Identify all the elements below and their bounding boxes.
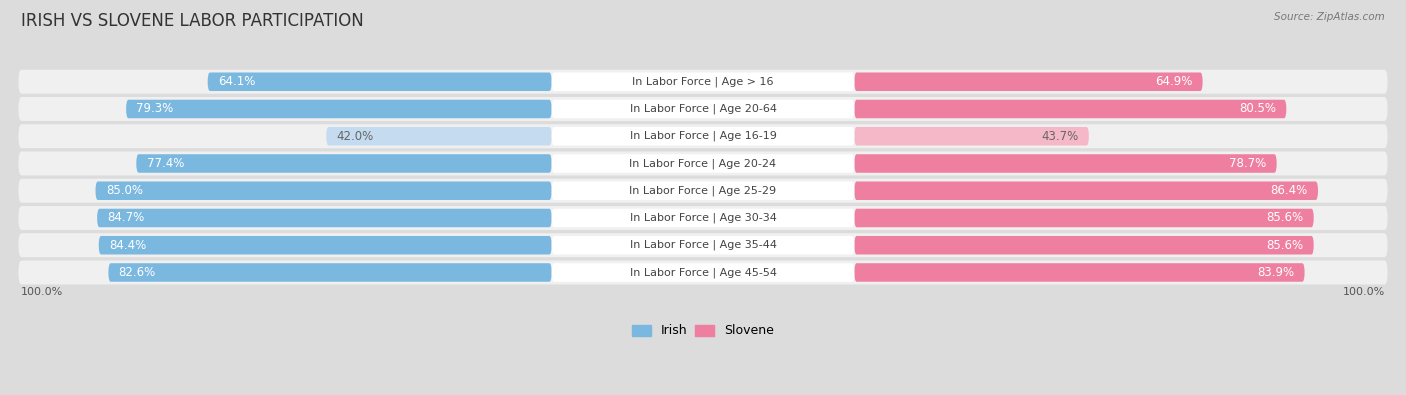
FancyBboxPatch shape [551,154,855,173]
Text: 79.3%: 79.3% [136,102,174,115]
Text: In Labor Force | Age 20-24: In Labor Force | Age 20-24 [630,158,776,169]
Text: IRISH VS SLOVENE LABOR PARTICIPATION: IRISH VS SLOVENE LABOR PARTICIPATION [21,12,364,30]
FancyBboxPatch shape [97,209,551,227]
FancyBboxPatch shape [855,236,1313,254]
FancyBboxPatch shape [18,70,1388,94]
Text: In Labor Force | Age 25-29: In Labor Force | Age 25-29 [630,186,776,196]
Text: In Labor Force | Age 30-34: In Labor Force | Age 30-34 [630,213,776,223]
Text: 42.0%: 42.0% [336,130,374,143]
Text: 64.9%: 64.9% [1154,75,1192,88]
FancyBboxPatch shape [551,73,855,91]
FancyBboxPatch shape [551,127,855,145]
FancyBboxPatch shape [18,260,1388,284]
Text: In Labor Force | Age 16-19: In Labor Force | Age 16-19 [630,131,776,141]
Text: 80.5%: 80.5% [1239,102,1277,115]
Text: 86.4%: 86.4% [1271,184,1308,197]
FancyBboxPatch shape [18,97,1388,121]
FancyBboxPatch shape [855,73,1202,91]
Text: In Labor Force | Age 35-44: In Labor Force | Age 35-44 [630,240,776,250]
Text: 43.7%: 43.7% [1042,130,1078,143]
Text: 82.6%: 82.6% [118,266,156,279]
Text: 85.6%: 85.6% [1267,239,1303,252]
FancyBboxPatch shape [551,181,855,200]
Text: 85.0%: 85.0% [105,184,143,197]
FancyBboxPatch shape [855,181,1317,200]
FancyBboxPatch shape [18,152,1388,175]
Text: 84.7%: 84.7% [107,211,145,224]
FancyBboxPatch shape [551,263,855,282]
FancyBboxPatch shape [551,236,855,254]
Text: 83.9%: 83.9% [1257,266,1295,279]
Text: 78.7%: 78.7% [1229,157,1267,170]
FancyBboxPatch shape [136,154,551,173]
FancyBboxPatch shape [18,206,1388,230]
FancyBboxPatch shape [98,236,551,254]
FancyBboxPatch shape [108,263,551,282]
Text: 100.0%: 100.0% [1343,287,1385,297]
Text: In Labor Force | Age 20-64: In Labor Force | Age 20-64 [630,104,776,114]
Text: 64.1%: 64.1% [218,75,256,88]
Text: Source: ZipAtlas.com: Source: ZipAtlas.com [1274,12,1385,22]
Text: 85.6%: 85.6% [1267,211,1303,224]
FancyBboxPatch shape [18,233,1388,257]
FancyBboxPatch shape [855,263,1305,282]
FancyBboxPatch shape [326,127,551,145]
Text: 77.4%: 77.4% [146,157,184,170]
FancyBboxPatch shape [18,179,1388,203]
FancyBboxPatch shape [551,209,855,227]
FancyBboxPatch shape [855,154,1277,173]
Text: 84.4%: 84.4% [110,239,146,252]
FancyBboxPatch shape [208,73,551,91]
FancyBboxPatch shape [855,127,1088,145]
FancyBboxPatch shape [855,100,1286,118]
FancyBboxPatch shape [855,209,1313,227]
FancyBboxPatch shape [18,124,1388,148]
Text: In Labor Force | Age > 16: In Labor Force | Age > 16 [633,77,773,87]
FancyBboxPatch shape [127,100,551,118]
FancyBboxPatch shape [551,100,855,118]
Legend: Irish, Slovene: Irish, Slovene [627,320,779,342]
Text: In Labor Force | Age 45-54: In Labor Force | Age 45-54 [630,267,776,278]
FancyBboxPatch shape [96,181,551,200]
Text: 100.0%: 100.0% [21,287,63,297]
